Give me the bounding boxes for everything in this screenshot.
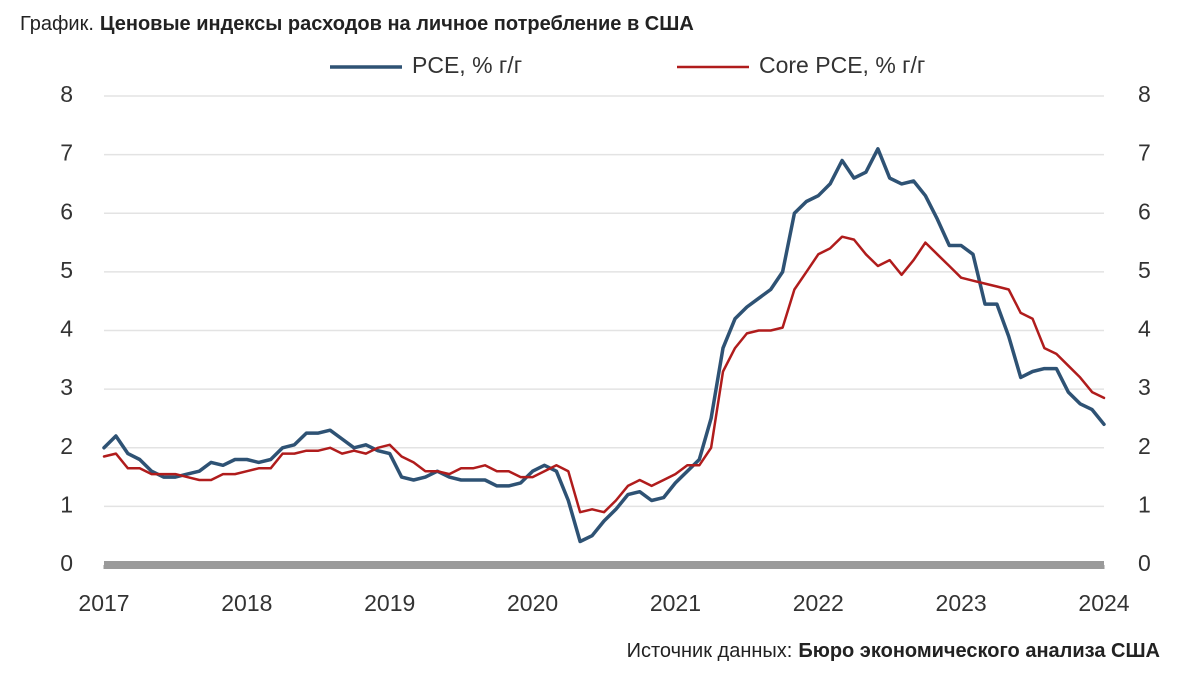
- series-line: [102, 235, 1106, 514]
- y2-tick-label: 7: [1138, 140, 1151, 166]
- y2-tick-label: 1: [1138, 491, 1151, 517]
- y-tick-label: 4: [60, 316, 73, 342]
- axes: 0 1 2 3 4 5 6 7 8 0 1 2 3 4 5 6 7 8 2017 2018 2019 2020 2021 20…: [60, 81, 1151, 616]
- y-tick-label: 3: [60, 374, 73, 400]
- x-tick-label: 2018: [221, 590, 272, 616]
- source-note: Источник данных: Бюро экономического анал…: [627, 640, 1160, 662]
- y-tick-label: 1: [60, 491, 73, 517]
- y-tick-label: 6: [60, 198, 73, 224]
- y-tick-label: 5: [60, 257, 73, 283]
- y2-tick-label: 8: [1138, 81, 1151, 107]
- legend-label: PCE, % г/г: [412, 52, 522, 78]
- y2-tick-label: 0: [1138, 550, 1151, 576]
- y2-tick-label: 4: [1138, 316, 1151, 342]
- x-tick-label: 2020: [507, 590, 558, 616]
- x-tick-label: 2022: [793, 590, 844, 616]
- chart-title: График. Ценовые индексы расходов на лично…: [20, 13, 694, 35]
- series-line: [102, 147, 1106, 544]
- y-tick-label: 0: [60, 550, 73, 576]
- y-tick-label: 2: [60, 433, 73, 459]
- grid: [104, 95, 1104, 566]
- plot-area: [102, 147, 1106, 544]
- title-prefix: График.: [20, 13, 94, 35]
- y2-tick-label: 3: [1138, 374, 1151, 400]
- y-tick-label: 8: [60, 81, 73, 107]
- x-tick-label: 2024: [1078, 590, 1129, 616]
- y2-tick-label: 2: [1138, 433, 1151, 459]
- source-main: Бюро экономического анализа США: [798, 640, 1160, 662]
- x-tick-label: 2019: [364, 590, 415, 616]
- legend: PCE, % г/г Core PCE, % г/г: [330, 52, 925, 78]
- x-tick-label: 2017: [78, 590, 129, 616]
- source-prefix: Источник данных:: [627, 640, 793, 662]
- x-tick-label: 2023: [936, 590, 987, 616]
- legend-label: Core PCE, % г/г: [759, 52, 925, 78]
- y2-tick-label: 6: [1138, 198, 1151, 224]
- y2-tick-label: 5: [1138, 257, 1151, 283]
- y-tick-label: 7: [60, 140, 73, 166]
- x-tick-label: 2021: [650, 590, 701, 616]
- title-main: Ценовые индексы расходов на личное потре…: [100, 13, 694, 35]
